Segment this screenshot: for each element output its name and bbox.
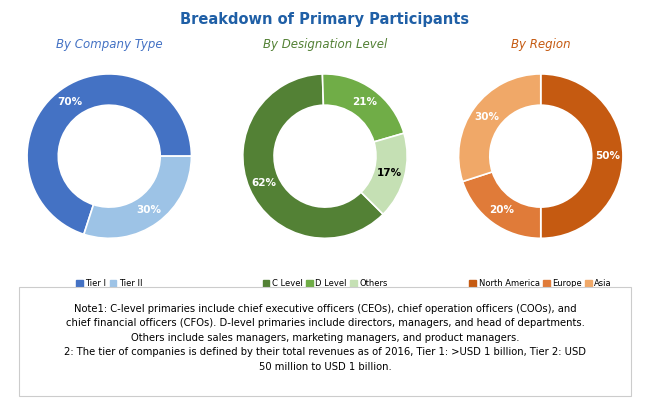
Wedge shape xyxy=(243,74,383,238)
Text: 17%: 17% xyxy=(377,168,402,178)
Legend: North America, Europe, Asia: North America, Europe, Asia xyxy=(466,276,616,292)
Text: 30%: 30% xyxy=(136,205,161,215)
Wedge shape xyxy=(27,74,192,234)
Text: 20%: 20% xyxy=(489,205,514,215)
Wedge shape xyxy=(541,74,623,238)
Wedge shape xyxy=(458,74,541,182)
Circle shape xyxy=(274,105,376,207)
Title: By Region: By Region xyxy=(511,38,571,51)
Text: 50%: 50% xyxy=(595,151,620,161)
Title: By Designation Level: By Designation Level xyxy=(263,38,387,51)
Text: 62%: 62% xyxy=(252,178,276,188)
FancyBboxPatch shape xyxy=(20,287,630,396)
Legend: Tier I, Tier II: Tier I, Tier II xyxy=(73,276,146,292)
Title: By Company Type: By Company Type xyxy=(56,38,162,51)
Text: Note1: C-level primaries include chief executive officers (CEOs), chief operatio: Note1: C-level primaries include chief e… xyxy=(64,304,586,372)
Wedge shape xyxy=(361,133,407,214)
Wedge shape xyxy=(463,172,541,238)
Text: Breakdown of Primary Participants: Breakdown of Primary Participants xyxy=(181,12,469,27)
Wedge shape xyxy=(322,74,404,142)
Text: 21%: 21% xyxy=(352,97,376,107)
Circle shape xyxy=(58,105,160,207)
Legend: C Level, D Level, Others: C Level, D Level, Others xyxy=(259,276,391,292)
Text: 70%: 70% xyxy=(58,97,83,107)
Wedge shape xyxy=(84,156,192,238)
Circle shape xyxy=(490,105,592,207)
Text: 30%: 30% xyxy=(474,112,499,122)
